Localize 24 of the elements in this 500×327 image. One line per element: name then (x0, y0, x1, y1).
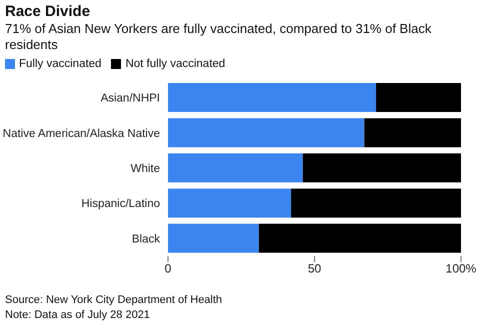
bar (376, 83, 461, 112)
bar (168, 153, 303, 182)
y-tick-label: White (130, 163, 160, 175)
bar (168, 83, 376, 112)
y-tick-label: Native American/Alaska Native (2, 128, 160, 140)
x-tick-label: 50 (308, 262, 322, 276)
y-tick-label: Hispanic/Latino (81, 198, 160, 210)
text: Note: Data as of July 28 2021 (5, 308, 151, 323)
bar (258, 224, 461, 253)
source-note: Source: New York City Department of Health (5, 293, 222, 308)
legend-label: Not fully vaccinated (125, 58, 226, 70)
x-tick-label: 0 (164, 262, 172, 276)
legend-label: Fully vaccinated (19, 58, 102, 70)
bar (302, 153, 461, 182)
text: Race Divide (5, 3, 90, 20)
bar (168, 188, 292, 218)
bar (364, 118, 461, 148)
bar (168, 118, 364, 148)
x-tick-label: 100% (446, 262, 477, 276)
y-tick-label: Black (132, 233, 160, 246)
bar (291, 188, 461, 218)
y-tick-label: Asian/NHPI (100, 92, 160, 105)
bar (168, 224, 259, 253)
chart-subtitle: 71% of Asian New Yorkers are fully vaccinated, compared to 31% of Black residents (5, 21, 432, 53)
